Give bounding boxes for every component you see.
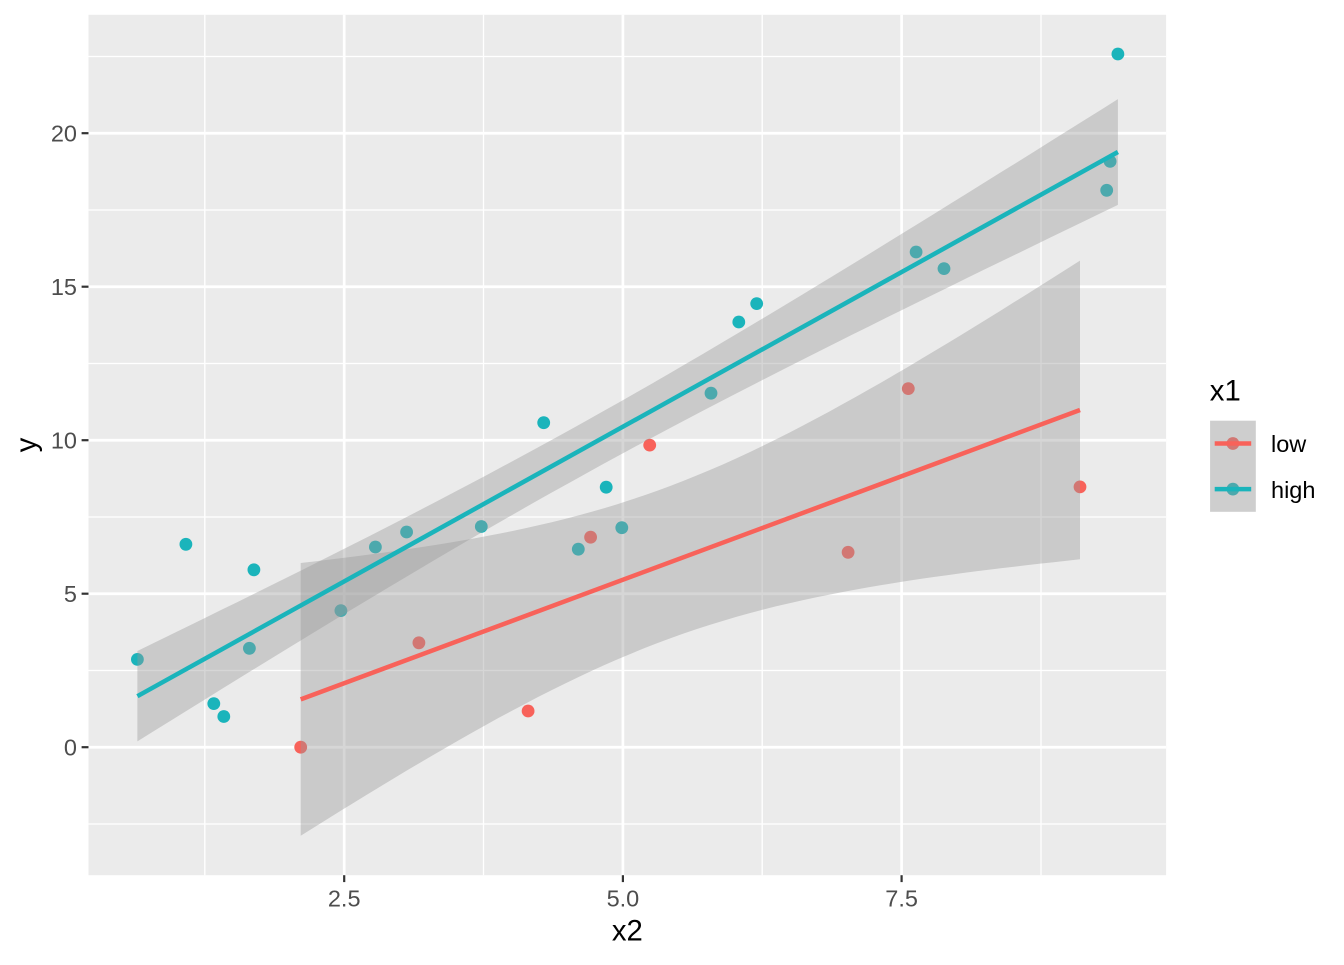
svg-text:x1: x1 xyxy=(1210,375,1241,408)
svg-text:7.5: 7.5 xyxy=(885,886,918,912)
svg-text:20: 20 xyxy=(51,121,77,147)
svg-text:0: 0 xyxy=(64,735,77,761)
svg-text:10: 10 xyxy=(51,428,77,454)
svg-text:y: y xyxy=(10,437,43,452)
svg-text:15: 15 xyxy=(51,274,77,300)
svg-text:high: high xyxy=(1271,477,1315,503)
svg-text:low: low xyxy=(1271,431,1307,457)
svg-text:5.0: 5.0 xyxy=(607,886,640,912)
svg-text:5: 5 xyxy=(64,581,77,607)
svg-text:x2: x2 xyxy=(612,915,643,948)
svg-text:2.5: 2.5 xyxy=(328,886,361,912)
